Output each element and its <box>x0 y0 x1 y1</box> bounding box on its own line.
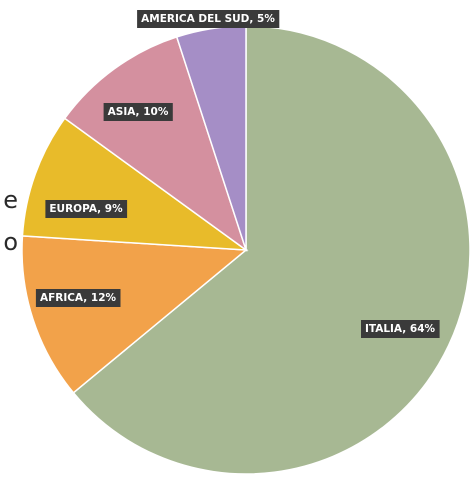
data-label-box <box>35 289 121 307</box>
data-label-text: AFRICA, 12% <box>40 292 117 304</box>
data-label-text: EUROPA, 9% <box>49 203 123 215</box>
pie-slice <box>21 235 248 394</box>
data-label: AMERICA DEL SUD, 5% <box>137 10 280 28</box>
data-label-box <box>103 103 173 121</box>
data-label: ASIA, 10% <box>103 103 173 121</box>
pie-slice <box>72 25 470 475</box>
data-label: EUROPA, 9% <box>45 200 128 218</box>
data-label: AFRICA, 12% <box>35 289 121 307</box>
pie-slices <box>21 25 470 475</box>
cropped-edge-text-1: e <box>3 188 18 212</box>
data-label-text: ITALIA, 64% <box>365 323 436 335</box>
data-label: ITALIA, 64% <box>361 320 440 338</box>
cropped-edge-text-2: o <box>3 230 18 254</box>
pie-slice <box>63 36 248 252</box>
data-label-box <box>137 10 280 28</box>
data-label-box <box>361 320 440 338</box>
pie-labels: ITALIA, 64% AFRICA, 12% EUROPA, 9% ASIA, 10… <box>35 10 440 338</box>
data-label-box <box>45 200 128 218</box>
data-label-text: ASIA, 10% <box>108 106 169 118</box>
data-label-text: AMERICA DEL SUD, 5% <box>141 13 275 25</box>
